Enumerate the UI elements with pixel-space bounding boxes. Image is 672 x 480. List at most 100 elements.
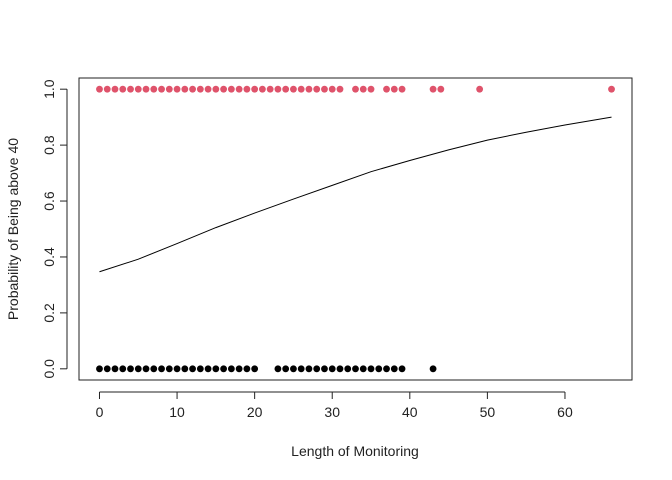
point-above-40: [96, 85, 103, 93]
point-above-40: [305, 85, 313, 93]
x-tick-label: 10: [169, 404, 185, 420]
point-above-40: [398, 85, 406, 93]
point-above-40: [150, 85, 158, 93]
point-above-40: [134, 85, 142, 93]
x-tick-label: 60: [557, 404, 573, 420]
point-below-40: [158, 365, 165, 373]
x-tick-label: 40: [402, 404, 418, 420]
point-above-40: [336, 85, 344, 93]
point-below-40: [227, 365, 235, 373]
point-below-40: [150, 365, 158, 373]
point-below-40: [359, 365, 367, 373]
point-above-40: [235, 85, 243, 93]
point-above-40: [103, 85, 111, 93]
point-below-40: [297, 365, 305, 373]
point-below-40: [375, 365, 383, 373]
point-below-40: [204, 365, 212, 373]
point-above-40: [220, 85, 228, 93]
points-layer: [96, 85, 615, 373]
point-below-40: [111, 365, 119, 373]
point-above-40: [437, 85, 445, 93]
point-above-40: [321, 85, 328, 93]
point-above-40: [429, 85, 437, 93]
x-axis: 0 10 20 30 40 50 60: [96, 391, 573, 420]
point-above-40: [158, 85, 165, 93]
y-tick-label: 0.2: [41, 303, 57, 323]
point-above-40: [212, 85, 220, 93]
point-below-40: [189, 365, 196, 373]
point-above-40: [383, 85, 390, 93]
point-above-40: [196, 85, 204, 93]
point-above-40: [328, 85, 336, 93]
point-above-40: [181, 85, 189, 93]
point-below-40: [251, 365, 259, 373]
point-above-40: [274, 85, 282, 93]
point-below-40: [212, 365, 220, 373]
y-tick-label: 1.0: [41, 79, 57, 99]
point-above-40: [204, 85, 212, 93]
x-tick-label: 30: [324, 404, 340, 420]
point-below-40: [429, 365, 437, 373]
point-below-40: [321, 365, 328, 373]
point-above-40: [352, 85, 359, 93]
point-above-40: [282, 85, 290, 93]
fitted-probability-line: [99, 116, 612, 273]
point-below-40: [390, 365, 398, 373]
point-above-40: [165, 85, 173, 93]
point-below-40: [173, 365, 181, 373]
point-above-40: [476, 85, 484, 93]
x-axis-label: Length of Monitoring: [291, 443, 419, 459]
point-above-40: [290, 85, 297, 93]
point-above-40: [173, 85, 181, 93]
point-above-40: [111, 85, 119, 93]
point-below-40: [305, 365, 313, 373]
point-below-40: [119, 365, 127, 373]
point-below-40: [282, 365, 290, 373]
point-below-40: [313, 365, 321, 373]
point-below-40: [165, 365, 173, 373]
y-axis-label: Probability of Being above 40: [5, 138, 21, 320]
point-below-40: [344, 365, 352, 373]
point-above-40: [142, 85, 150, 93]
point-below-40: [336, 365, 344, 373]
point-above-40: [259, 85, 266, 93]
point-above-40: [266, 85, 274, 93]
point-above-40: [297, 85, 305, 93]
point-above-40: [127, 85, 134, 93]
point-above-40: [367, 85, 375, 93]
y-tick-label: 0.4: [41, 247, 57, 267]
plot-box: [78, 77, 633, 381]
y-tick-label: 0.8: [41, 135, 57, 155]
point-above-40: [189, 85, 196, 93]
point-below-40: [383, 365, 390, 373]
x-tick-label: 50: [480, 404, 496, 420]
point-above-40: [390, 85, 398, 93]
point-above-40: [313, 85, 321, 93]
point-below-40: [274, 365, 282, 373]
point-below-40: [235, 365, 243, 373]
point-below-40: [181, 365, 189, 373]
point-above-40: [251, 85, 259, 93]
y-axis: 0.0 0.2 0.4 0.6 0.8 1.0: [41, 79, 68, 379]
point-below-40: [127, 365, 134, 373]
fit-line-layer: [99, 116, 612, 273]
point-above-40: [119, 85, 127, 93]
point-below-40: [134, 365, 142, 373]
x-tick-label: 0: [96, 404, 104, 420]
x-tick-label: 20: [247, 404, 263, 420]
point-below-40: [352, 365, 359, 373]
point-below-40: [196, 365, 204, 373]
y-tick-label: 0.0: [41, 359, 57, 379]
point-above-40: [359, 85, 367, 93]
point-below-40: [290, 365, 297, 373]
point-below-40: [96, 365, 103, 373]
point-above-40: [243, 85, 251, 93]
point-below-40: [367, 365, 375, 373]
point-above-40: [608, 85, 615, 93]
point-above-40: [227, 85, 235, 93]
point-below-40: [398, 365, 406, 373]
point-below-40: [142, 365, 150, 373]
point-below-40: [220, 365, 228, 373]
point-below-40: [328, 365, 336, 373]
